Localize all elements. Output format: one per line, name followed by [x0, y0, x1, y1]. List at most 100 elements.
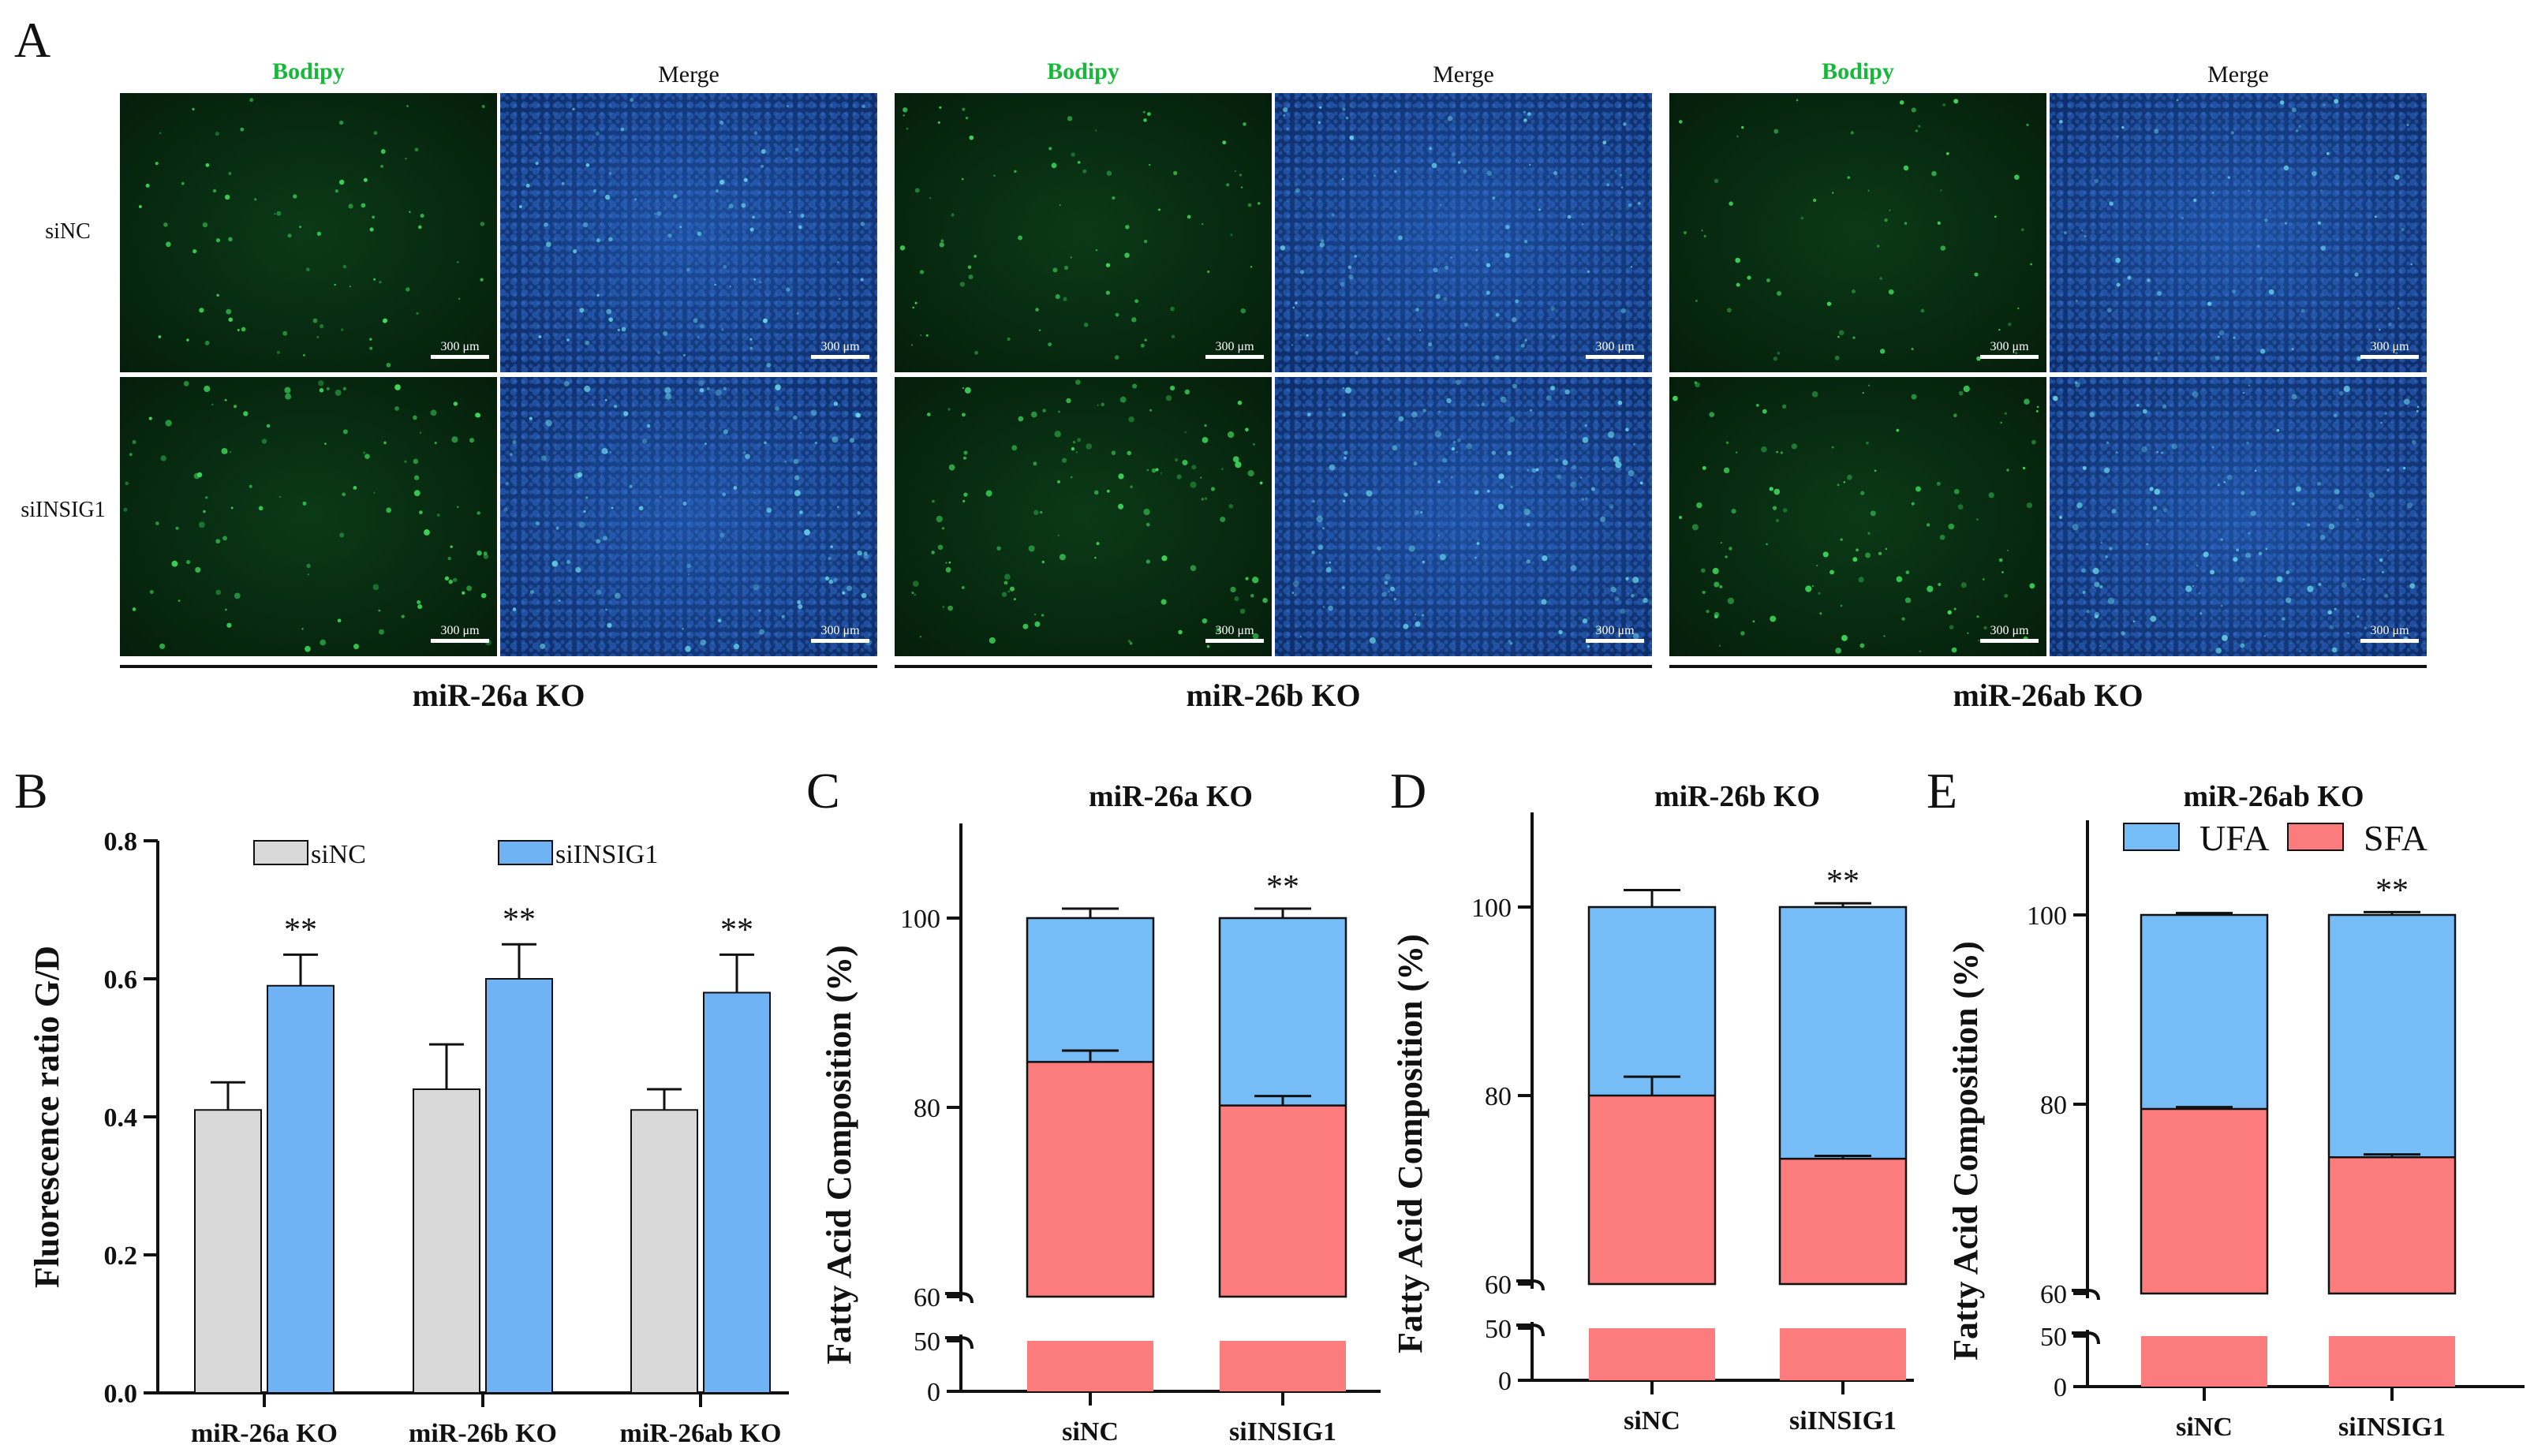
lipid-droplet: [1041, 560, 1045, 564]
lipid-droplet: [2382, 571, 2384, 573]
lipid-droplet: [1926, 523, 1930, 527]
lipid-droplet: [1701, 230, 1703, 232]
lipid-droplet: [947, 605, 954, 611]
lipid-droplet: [225, 608, 227, 611]
lipid-droplet: [1885, 547, 1888, 551]
y-axis-label: Fluorescence ratio G/D: [28, 946, 66, 1288]
lipid-droplet: [1508, 640, 1512, 643]
lipid-droplet: [417, 600, 421, 604]
lipid-droplet: [1151, 468, 1157, 473]
lipid-droplet: [646, 424, 651, 428]
lipid-droplet: [1374, 174, 1376, 177]
lipid-droplet: [199, 308, 204, 313]
lipid-droplet: [577, 472, 583, 478]
lipid-droplet: [1580, 476, 1583, 479]
lipid-droplet: [1160, 599, 1167, 605]
lipid-droplet: [2210, 569, 2215, 575]
lipid-droplet: [2053, 395, 2058, 401]
lipid-droplet: [1106, 489, 1110, 493]
lipid-droplet: [369, 338, 372, 341]
lipid-droplet: [287, 233, 292, 238]
lipid-droplet: [546, 241, 551, 248]
bar-sfa: [1780, 1159, 1906, 1284]
lipid-droplet: [337, 618, 342, 623]
lipid-droplet: [1292, 306, 1295, 309]
lipid-droplet: [1769, 487, 1773, 491]
lipid-droplet: [535, 521, 540, 525]
lipid-droplet: [1048, 342, 1052, 347]
lipid-droplet: [798, 604, 803, 610]
y-tick-label: 80: [914, 1094, 940, 1123]
y-tick-label: 0.0: [104, 1379, 138, 1409]
lipid-droplet: [1878, 551, 1882, 556]
lipid-droplet: [1974, 272, 1979, 277]
lipid-droplet: [2279, 100, 2285, 105]
lipid-droplet: [1632, 577, 1639, 584]
lipid-droplet: [503, 507, 508, 512]
lipid-droplet: [1927, 585, 1934, 592]
lipid-droplet: [614, 592, 621, 599]
lipid-droplet: [766, 507, 772, 513]
panel-d-stacked-chart: miR-26b KO 60 80 100 0 50 Fatty Acid Compositi…: [1391, 780, 1914, 1435]
lipid-droplet: [941, 527, 944, 530]
scale-bar-label: 300 μm: [1595, 624, 1635, 637]
panel-label-d: D: [1390, 763, 1426, 819]
panel-label-a: A: [14, 12, 50, 68]
lipid-droplet: [1701, 568, 1706, 573]
bar-sfa-lower: [2329, 1336, 2455, 1387]
lipid-droplet: [814, 441, 817, 445]
lipid-droplet: [1220, 516, 1226, 523]
y-axis-label: Fatty Acid Composition (%): [1391, 934, 1430, 1353]
lipid-droplet: [335, 389, 342, 396]
lipid-droplet: [753, 491, 756, 494]
lipid-droplet: [1602, 468, 1604, 470]
lipid-droplet: [1816, 565, 1818, 567]
lipid-droplet: [705, 442, 707, 445]
lipid-droplet: [849, 438, 855, 443]
lipid-droplet: [863, 551, 868, 556]
lipid-droplet: [605, 608, 607, 611]
lipid-droplet: [1033, 461, 1037, 466]
lipid-droplet: [466, 585, 473, 592]
lipid-droplet: [1385, 573, 1391, 581]
lipid-droplet: [1570, 481, 1577, 488]
lipid-droplet: [720, 328, 724, 331]
lipid-droplet: [302, 353, 305, 357]
lipid-droplet: [1009, 586, 1015, 592]
lipid-droplet: [551, 560, 559, 567]
lipid-droplet: [186, 338, 189, 342]
lipid-droplet: [477, 511, 480, 515]
lipid-droplet: [604, 398, 607, 401]
lipid-droplet: [1777, 351, 1781, 355]
merge-nuclei-texture: [1275, 377, 1652, 656]
lipid-droplet: [789, 211, 791, 213]
lipid-droplet: [1832, 192, 1834, 194]
y-tick-label: 60: [2040, 1280, 2067, 1309]
y-tick-label: 80: [2040, 1091, 2067, 1120]
lipid-droplet: [237, 328, 240, 331]
lipid-droplet: [1523, 110, 1526, 114]
lipid-droplet: [931, 551, 935, 554]
lipid-droplet: [929, 196, 932, 200]
lipid-droplet: [544, 222, 548, 227]
lipid-droplet: [2026, 123, 2029, 126]
lipid-droplet: [766, 363, 772, 368]
lipid-droplet: [481, 104, 485, 108]
y-tick-label: 0.4: [104, 1103, 138, 1133]
lipid-droplet: [824, 576, 830, 581]
lipid-droplet: [2398, 307, 2400, 310]
lipid-droplet: [155, 162, 159, 166]
lipid-droplet: [1369, 637, 1376, 644]
lipid-droplet: [1896, 428, 1900, 432]
lipid-droplet: [810, 409, 817, 416]
lipid-droplet: [1450, 476, 1453, 479]
lipid-droplet: [1140, 343, 1145, 348]
lipid-droplet: [215, 131, 219, 136]
lipid-droplet: [1239, 608, 1246, 614]
lipid-droplet: [1762, 409, 1767, 414]
lipid-droplet: [1259, 481, 1263, 485]
lipid-droplet: [1486, 263, 1491, 267]
lipid-droplet: [307, 573, 309, 576]
lipid-droplet: [1216, 627, 1221, 633]
legend-swatch-sinc: [253, 840, 308, 865]
